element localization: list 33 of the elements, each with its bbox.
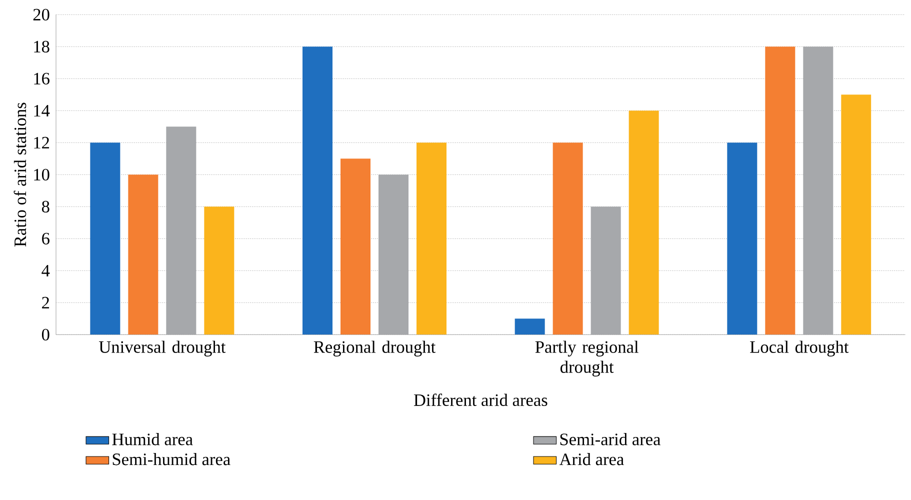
bar xyxy=(727,142,758,335)
y-tick-label: 0 xyxy=(42,328,50,340)
y-tick-label: 16 xyxy=(34,72,50,84)
y-tick-label: 2 xyxy=(42,296,50,308)
legend-label: Humid area xyxy=(112,433,193,446)
y-tick-label: 20 xyxy=(33,8,50,21)
y-tick-label: 12 xyxy=(34,136,50,148)
bar xyxy=(90,142,120,335)
x-axis-title: Different arid areas xyxy=(414,394,548,406)
y-tick-label: 6 xyxy=(42,232,50,244)
x-tick-label: Local drought xyxy=(750,340,849,356)
y-tick-label: 4 xyxy=(42,264,50,276)
x-tick-label: Regional drought xyxy=(314,340,436,356)
bar xyxy=(514,318,545,335)
y-tick-label: 18 xyxy=(34,40,50,53)
legend-label: Semi-arid area xyxy=(560,433,661,446)
bar xyxy=(765,46,796,335)
y-axis-title: Ratio of arid stations xyxy=(14,102,26,247)
bar xyxy=(416,142,447,335)
bar xyxy=(841,94,872,335)
bar xyxy=(128,174,158,335)
bar xyxy=(628,110,659,335)
bar xyxy=(340,158,371,335)
legend-label: Arid area xyxy=(559,453,624,466)
bar xyxy=(302,46,333,335)
x-tick-label: Partly regional drought xyxy=(535,340,638,376)
bar xyxy=(552,142,583,335)
y-tick-label: 14 xyxy=(34,104,50,116)
y-tick-label: 8 xyxy=(42,200,50,213)
legend-label: Semi-humid area xyxy=(112,453,230,466)
bar xyxy=(204,206,234,335)
y-tick-label: 10 xyxy=(34,168,50,181)
x-tick-label: Universal drought xyxy=(98,340,226,356)
